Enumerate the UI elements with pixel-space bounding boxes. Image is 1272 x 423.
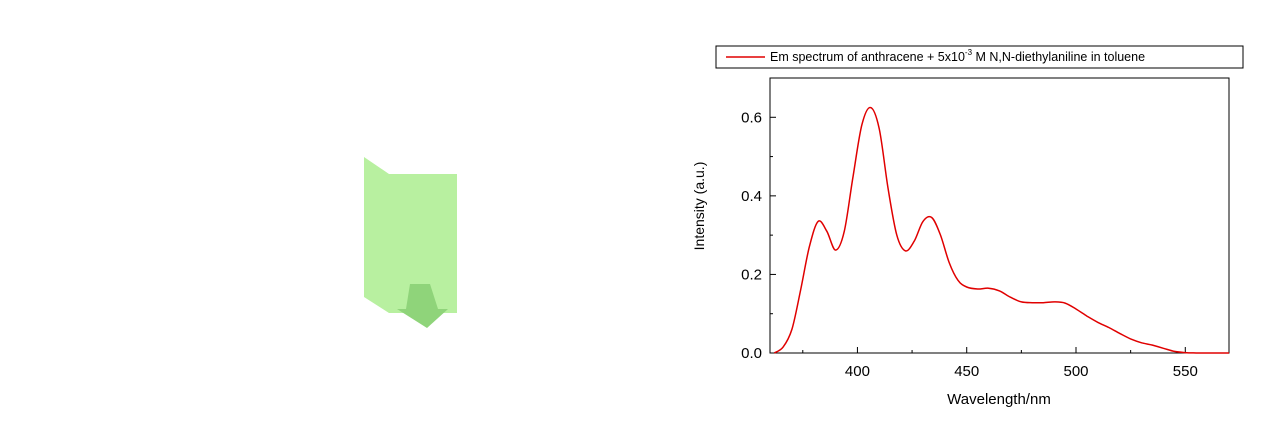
x-tick-label: 450 [954,363,979,380]
plot-frame [769,77,1230,354]
x-tick-label: 550 [1173,363,1198,380]
x-tick-label: 500 [1063,363,1088,380]
x-axis-ticks: 400 450 500 550 [802,347,1198,380]
y-axis-label: Intensity (a.u.) [691,162,707,251]
y-tick-label: 0.0 [741,345,762,362]
legend-box [715,45,1244,69]
series-line-emission [773,106,1229,354]
legend-label-suffix: M N,N-diethylaniline in toluene [972,50,1145,64]
y-tick-label: 0.4 [741,188,762,205]
x-axis-label: Wavelength/nm [947,391,1051,408]
legend-label: Em spectrum of anthracene + 5x10-3 M N,N… [770,48,1145,64]
cuvette-illustration [364,157,457,328]
y-axis-ticks: 0.0 0.2 0.4 0.6 [741,109,776,362]
y-tick-label: 0.2 [741,266,762,283]
cuvette-body [364,157,457,313]
legend-label-prefix: Em spectrum of anthracene + 5x10 [770,50,965,64]
y-tick-label: 0.6 [741,109,762,126]
down-arrow-icon [397,284,448,328]
x-tick-label: 400 [845,363,870,380]
legend-label-superscript: -3 [965,48,973,57]
legend: Em spectrum of anthracene + 5x10-3 M N,N… [715,45,1244,69]
